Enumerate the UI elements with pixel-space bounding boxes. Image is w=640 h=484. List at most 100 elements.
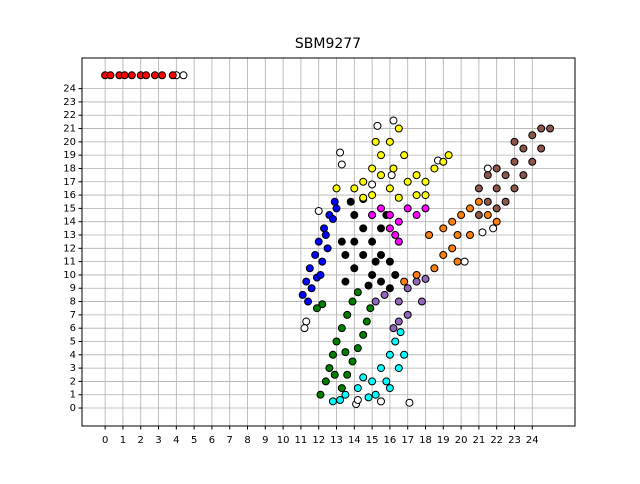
point (377, 171, 386, 180)
point (368, 180, 377, 189)
point (362, 317, 371, 326)
point (337, 384, 346, 393)
point (394, 237, 403, 246)
point (359, 250, 368, 259)
point (439, 157, 448, 166)
point (385, 211, 394, 220)
point (519, 144, 528, 153)
point (474, 211, 483, 220)
point (305, 264, 314, 273)
y-tick-label: 0 (70, 403, 76, 414)
x-tick-label: 4 (173, 435, 179, 446)
point (325, 364, 334, 373)
x-tick-label: 9 (262, 435, 268, 446)
point (302, 277, 311, 286)
point (368, 191, 377, 200)
point (385, 224, 394, 233)
point (460, 257, 469, 266)
point (394, 217, 403, 226)
y-tick-label: 2 (70, 376, 76, 387)
point (353, 288, 362, 297)
x-tick-label: 22 (490, 435, 503, 446)
point (389, 164, 398, 173)
point (510, 137, 519, 146)
x-tick-label: 8 (244, 435, 250, 446)
y-tick-label: 19 (63, 150, 76, 161)
point (359, 330, 368, 339)
point (348, 357, 357, 366)
point (483, 197, 492, 206)
point (127, 71, 136, 80)
point (510, 184, 519, 193)
point (400, 277, 409, 286)
point (337, 237, 346, 246)
point (328, 397, 337, 406)
point (400, 350, 409, 359)
point (377, 151, 386, 160)
point (474, 197, 483, 206)
point (320, 224, 329, 233)
point (391, 270, 400, 279)
point (368, 211, 377, 220)
point (311, 250, 320, 259)
point (314, 237, 323, 246)
y-tick-label: 6 (70, 323, 76, 334)
y-tick-label: 1 (70, 390, 76, 401)
y-tick-label: 7 (70, 310, 76, 321)
point (359, 193, 368, 202)
point (453, 257, 462, 266)
point (389, 116, 398, 125)
point (341, 250, 350, 259)
point (389, 324, 398, 333)
x-tick-label: 6 (209, 435, 215, 446)
point (353, 384, 362, 393)
x-tick-label: 13 (330, 435, 343, 446)
y-tick-label: 14 (63, 217, 76, 228)
x-tick-label: 14 (348, 435, 361, 446)
x-tick-label: 3 (155, 435, 161, 446)
point (106, 71, 115, 80)
point (394, 364, 403, 373)
point (377, 397, 386, 406)
point (465, 204, 474, 213)
y-tick-label: 22 (63, 110, 76, 121)
y-tick-label: 23 (63, 97, 76, 108)
point (412, 191, 421, 200)
point (492, 184, 501, 193)
point (341, 348, 350, 357)
point (332, 204, 341, 213)
x-tick-label: 24 (526, 435, 539, 446)
point (150, 71, 159, 80)
point (385, 257, 394, 266)
point (373, 121, 382, 130)
point (158, 71, 167, 80)
point (302, 317, 311, 326)
point (385, 137, 394, 146)
point (366, 304, 375, 313)
point (350, 184, 359, 193)
point (346, 197, 355, 206)
point (307, 284, 316, 293)
point (332, 337, 341, 346)
point (403, 204, 412, 213)
point (350, 211, 359, 220)
point (403, 177, 412, 186)
x-tick-label: 15 (366, 435, 379, 446)
point (387, 171, 396, 180)
y-tick-label: 11 (63, 257, 76, 268)
x-tick-label: 7 (227, 435, 233, 446)
point (341, 277, 350, 286)
point (400, 151, 409, 160)
point (330, 370, 339, 379)
point (483, 211, 492, 220)
point (382, 377, 391, 386)
point (328, 215, 337, 224)
point (394, 193, 403, 202)
point (483, 164, 492, 173)
point (368, 270, 377, 279)
point (501, 197, 510, 206)
point (421, 177, 430, 186)
point (492, 217, 501, 226)
point (330, 197, 339, 206)
